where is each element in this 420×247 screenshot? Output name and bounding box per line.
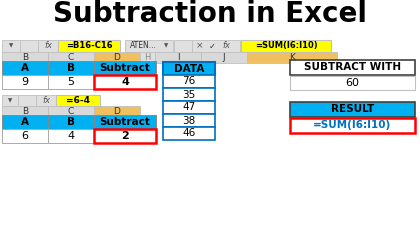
Bar [2,40,20,52]
Text: fx: fx [222,41,230,50]
Text: H: H [144,53,150,62]
Bar [48,61,94,75]
Text: B: B [67,63,75,73]
Text: ▼: ▼ [164,43,168,48]
Bar [48,52,94,63]
Text: fx: fx [42,96,50,105]
Text: 4: 4 [68,131,75,141]
Bar [2,115,48,129]
Bar [163,88,215,101]
Bar [48,75,94,89]
Bar [174,40,192,52]
Text: =SUM(I6:I10): =SUM(I6:I10) [255,41,318,50]
Bar [140,52,155,63]
Bar [20,40,38,52]
Text: ×: × [196,41,204,50]
Bar [247,52,337,63]
Text: ATEN...: ATEN... [129,41,156,50]
Text: 38: 38 [182,116,196,125]
Text: 60: 60 [346,78,360,88]
Bar [163,101,215,114]
Text: RESULT: RESULT [331,104,374,115]
Text: I: I [177,53,179,62]
Bar [2,129,48,143]
Text: D: D [113,107,121,116]
Bar [94,129,156,143]
Text: fx: fx [44,41,52,50]
Bar [192,40,240,52]
Bar [290,102,415,117]
Bar [48,115,94,129]
Text: 2: 2 [121,131,129,141]
Bar [2,75,48,89]
Text: Subtract: Subtract [100,117,150,127]
Bar [94,61,156,75]
Bar [18,95,36,106]
Text: 46: 46 [182,128,196,139]
Bar [163,75,215,88]
Bar [36,95,56,106]
Text: ✓: ✓ [208,41,215,50]
Text: ▼: ▼ [9,43,13,48]
Text: J: J [223,53,225,62]
Text: Subtraction in Excel: Subtraction in Excel [53,0,367,28]
Text: =SUM(I6:I10): =SUM(I6:I10) [313,121,391,130]
Text: C: C [68,107,74,116]
Text: SUBTRACT WITH: SUBTRACT WITH [304,62,401,73]
Bar [94,52,140,63]
Bar [2,95,18,106]
Bar [94,75,156,89]
Text: A: A [21,117,29,127]
Bar [163,127,215,140]
Text: Subtract: Subtract [100,63,150,73]
Bar [94,106,140,117]
Bar [290,60,415,75]
Bar [163,114,215,127]
Bar [125,40,173,52]
Bar [38,40,58,52]
Bar [2,61,48,75]
Text: ▼: ▼ [8,98,12,103]
Text: B: B [67,117,75,127]
Text: C: C [68,53,74,62]
Bar [94,115,156,129]
Bar [163,62,215,75]
Bar [48,106,94,117]
Text: 47: 47 [182,103,196,112]
Text: 4: 4 [121,77,129,87]
Bar [290,118,415,133]
Text: B: B [22,53,28,62]
Text: A: A [21,63,29,73]
Bar [56,95,100,106]
Text: K: K [289,53,295,62]
Bar [48,129,94,143]
Text: D: D [113,53,121,62]
Text: 6: 6 [21,131,29,141]
Bar [290,76,415,90]
Text: 5: 5 [68,77,74,87]
Text: 76: 76 [182,77,196,86]
Text: 35: 35 [182,89,196,100]
Bar [58,40,120,52]
Text: DATA: DATA [174,63,204,74]
Bar [241,40,331,52]
Text: =B16-C16: =B16-C16 [66,41,112,50]
Bar [201,52,247,63]
Text: =6-4: =6-4 [66,96,90,105]
Bar [155,52,201,63]
Bar [2,106,48,117]
Text: 9: 9 [21,77,29,87]
Text: B: B [22,107,28,116]
Bar [2,52,48,63]
